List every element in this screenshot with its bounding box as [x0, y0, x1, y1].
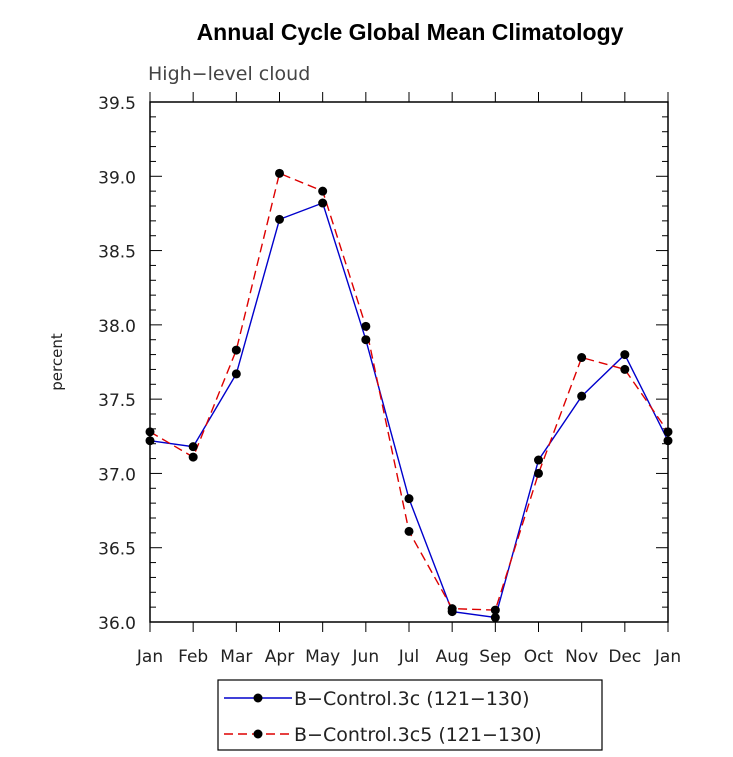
x-tick-label: Sep	[479, 647, 511, 667]
data-point-series-0	[577, 391, 587, 401]
data-point-series-0	[275, 214, 284, 224]
data-point-series-1	[231, 345, 241, 355]
axis-ticks: 36.0 36.5 37.0 37.5 38.0 38.5 39.0 39.5 Jan Feb Ma…	[98, 92, 681, 667]
series-line-0	[149, 202, 669, 619]
y-tick-label: 38.0	[98, 317, 136, 337]
legend-label-1: B−Control.3c5 (121−130)	[294, 724, 542, 746]
chart-title: Annual Cycle Global Mean Climatology	[197, 19, 624, 45]
x-tick-label: Jul	[398, 647, 420, 667]
data-point-series-0	[620, 350, 630, 360]
data-point-series-1	[318, 186, 328, 196]
data-point-series-0	[404, 494, 414, 504]
y-axis-label: percent	[48, 333, 66, 391]
data-point-series-1	[447, 604, 457, 614]
series-line-1	[149, 172, 669, 611]
x-tick-label: Jan	[136, 647, 163, 667]
data-point-series-1	[534, 468, 543, 478]
data-point-series-1	[361, 321, 371, 331]
data-point-series-0	[490, 613, 500, 623]
x-tick-label: Dec	[608, 647, 641, 667]
legend: B−Control.3c (121−130) B−Control.3c5 (121…	[217, 679, 603, 751]
data-point-series-1	[275, 168, 284, 178]
y-tick-label: 37.5	[98, 391, 136, 411]
x-tick-label: Feb	[178, 647, 208, 667]
y-tick-label: 39.0	[98, 168, 136, 188]
x-tick-label: Aug	[436, 647, 469, 667]
x-tick-label: Mar	[220, 647, 252, 667]
y-tick-label: 36.0	[98, 614, 136, 634]
legend-box	[217, 679, 603, 751]
data-point-series-0	[534, 455, 543, 465]
plot-frame	[149, 101, 669, 623]
x-tick-label: Jun	[352, 647, 380, 667]
y-tick-label: 39.5	[98, 94, 136, 114]
data-point-series-1	[490, 605, 500, 615]
y-tick-label: 38.5	[98, 243, 136, 263]
legend-label-0: B−Control.3c (121−130)	[294, 688, 530, 710]
y-tick-label: 37.0	[98, 465, 136, 485]
y-tick-label: 36.5	[98, 540, 136, 560]
x-tick-label: Jan	[654, 647, 681, 667]
x-tick-label: Nov	[565, 647, 598, 667]
data-point-series-0	[188, 442, 198, 452]
data-point-series-1	[620, 364, 630, 374]
data-point-series-0	[318, 198, 328, 208]
legend-marker-1	[253, 729, 263, 739]
legend-marker-0	[253, 693, 263, 703]
chart-subtitle: High−level cloud	[148, 63, 310, 85]
data-point-series-0	[231, 369, 241, 379]
x-tick-label: Apr	[265, 647, 294, 667]
data-point-series-1	[577, 353, 587, 363]
data-point-series-1	[188, 452, 198, 462]
data-point-series-0	[361, 335, 371, 345]
data-point-series-1	[404, 526, 414, 536]
x-tick-label: May	[305, 647, 340, 667]
x-tick-label: Oct	[524, 647, 554, 667]
series-layer	[145, 168, 673, 623]
